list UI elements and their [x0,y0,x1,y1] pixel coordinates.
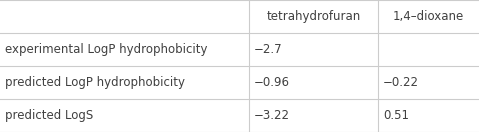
Text: predicted LogP hydrophobicity: predicted LogP hydrophobicity [5,76,185,89]
Text: −0.96: −0.96 [254,76,290,89]
Text: 1,4–dioxane: 1,4–dioxane [393,10,464,23]
Text: −0.22: −0.22 [383,76,419,89]
Text: 0.51: 0.51 [383,109,409,122]
Text: predicted LogS: predicted LogS [5,109,93,122]
Text: experimental LogP hydrophobicity: experimental LogP hydrophobicity [5,43,207,56]
Text: −3.22: −3.22 [254,109,290,122]
Text: tetrahydrofuran: tetrahydrofuran [267,10,361,23]
Text: −2.7: −2.7 [254,43,283,56]
